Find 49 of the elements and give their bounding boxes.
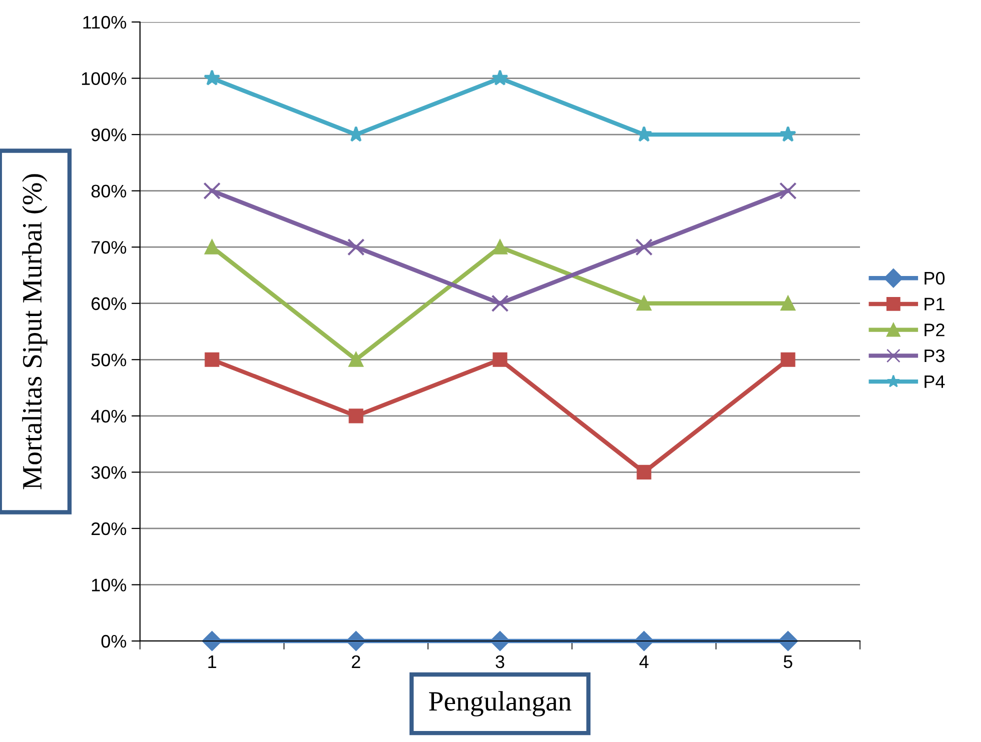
point bbox=[636, 464, 652, 480]
y-tick-label: 100% bbox=[82, 72, 126, 85]
x-tick-label: 2 bbox=[352, 655, 360, 668]
point bbox=[779, 182, 797, 200]
point bbox=[346, 631, 366, 651]
x-tick-label: 5 bbox=[784, 656, 792, 668]
y-axis-title: Mortalitas Siput Murbai (%) bbox=[22, 174, 48, 490]
point bbox=[780, 352, 796, 367]
y-tick-label: 90% bbox=[92, 128, 126, 142]
point bbox=[780, 126, 796, 142]
y-tick-label: 10% bbox=[92, 578, 126, 592]
point bbox=[204, 352, 220, 367]
legend-label: P0 bbox=[924, 272, 945, 285]
y-tick-label: 80% bbox=[91, 184, 126, 198]
point bbox=[635, 238, 653, 256]
point bbox=[348, 126, 364, 142]
point bbox=[204, 240, 220, 254]
point bbox=[348, 352, 364, 367]
point bbox=[347, 238, 365, 256]
point bbox=[778, 631, 798, 651]
legend-label: P4 bbox=[924, 375, 945, 388]
point bbox=[204, 70, 220, 86]
y-tick-label: 40% bbox=[91, 410, 126, 423]
y-tick-label: 50% bbox=[91, 354, 126, 366]
point bbox=[491, 294, 509, 312]
y-tick-label: 110% bbox=[83, 16, 126, 29]
point bbox=[492, 70, 508, 86]
point bbox=[203, 182, 221, 200]
point bbox=[348, 408, 364, 424]
x-tick-label: 4 bbox=[639, 656, 648, 668]
legend-label: P3 bbox=[924, 349, 944, 362]
y-tick-label: 60% bbox=[92, 297, 126, 310]
point bbox=[636, 126, 652, 142]
x-tick-label: 3 bbox=[496, 655, 504, 668]
point bbox=[202, 631, 222, 651]
x-axis-title: Pengulangan bbox=[429, 691, 572, 716]
legend-label: P2 bbox=[924, 324, 944, 336]
legend-label: P1 bbox=[924, 298, 944, 310]
point bbox=[780, 296, 796, 311]
x-tick-label: 1 bbox=[208, 656, 216, 668]
point bbox=[490, 631, 510, 651]
y-tick-label: 0% bbox=[101, 634, 126, 648]
point bbox=[634, 631, 654, 651]
point bbox=[636, 296, 652, 311]
y-tick-label: 30% bbox=[91, 466, 126, 479]
y-tick-label: 20% bbox=[92, 522, 126, 536]
point bbox=[492, 240, 508, 254]
y-tick-label: 70% bbox=[92, 241, 126, 254]
point bbox=[492, 352, 508, 367]
